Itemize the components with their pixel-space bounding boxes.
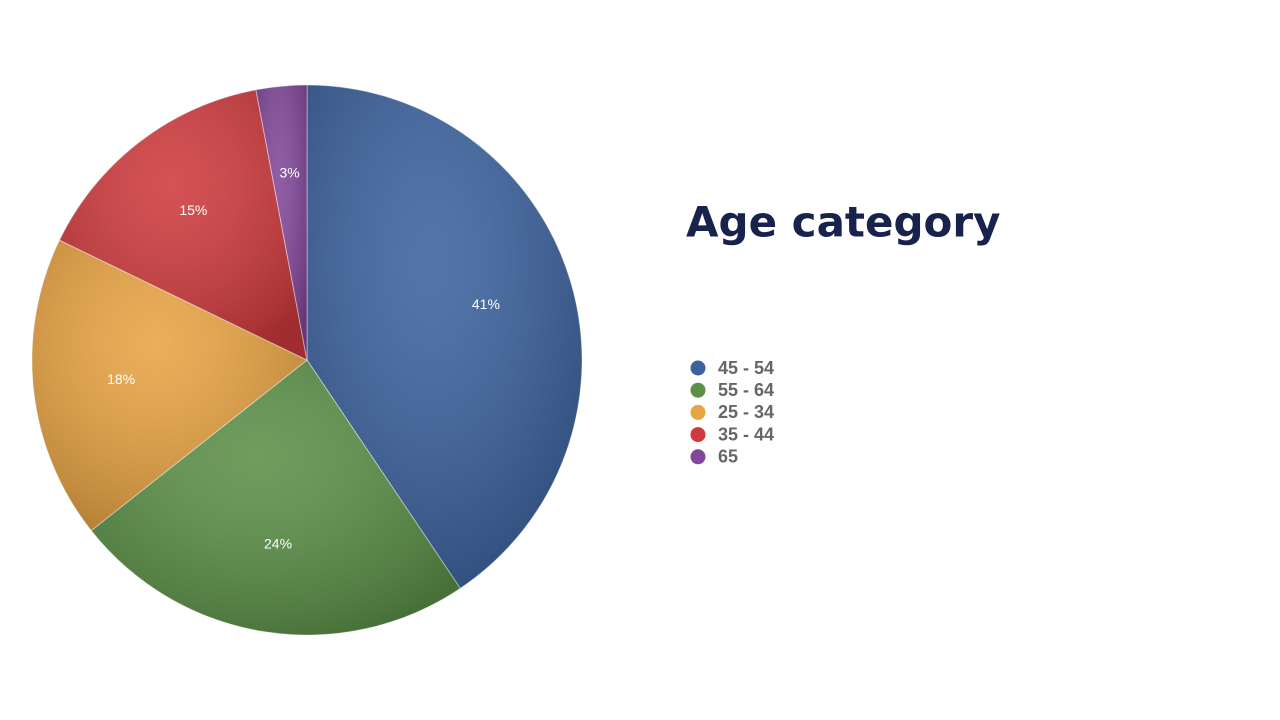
legend-label: 45 - 54 <box>718 358 774 378</box>
data-label: 41% <box>472 296 500 312</box>
legend-marker <box>690 382 706 398</box>
legend-label: 55 - 64 <box>718 380 774 400</box>
legend-marker <box>690 427 706 443</box>
pie: 41% 24% 18% 15% 3% <box>31 84 583 636</box>
legend-marker <box>690 404 706 420</box>
data-label: 15% <box>179 202 207 218</box>
chart-title: Age category <box>686 198 1001 247</box>
legend-label: 25 - 34 <box>718 402 774 422</box>
data-label: 18% <box>107 371 135 387</box>
legend-label: 35 - 44 <box>718 424 774 444</box>
data-label: 3% <box>279 165 299 181</box>
legend-marker <box>690 449 706 465</box>
legend-marker <box>690 360 706 376</box>
data-label: 24% <box>264 535 292 551</box>
legend-label: 65 <box>718 447 738 467</box>
